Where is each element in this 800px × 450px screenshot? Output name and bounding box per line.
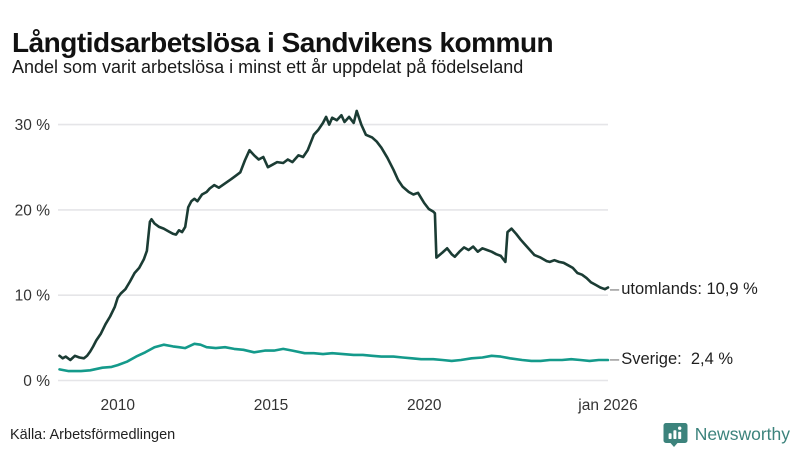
y-tick-label: 30 % xyxy=(15,117,51,134)
y-tick-label: 10 % xyxy=(15,288,51,305)
series-line-Sverige xyxy=(58,342,610,373)
series-line-utomlands xyxy=(58,109,610,362)
series-label-utomlands-text: utomlands: 10,9 % xyxy=(621,280,758,298)
chart-subtitle: Andel som varit arbetslösa i minst ett å… xyxy=(12,57,524,77)
series-label-dash: – xyxy=(610,280,620,298)
y-tick-label: 20 % xyxy=(15,202,51,219)
y-tick-label: 0 % xyxy=(23,373,50,390)
newsworthy-wordmark: Newsworthy xyxy=(694,424,790,444)
series-label-sverige-text: Sverige: 2,4 % xyxy=(621,350,734,368)
x-tick-label: 2015 xyxy=(254,397,288,414)
x-tick-label: 2020 xyxy=(407,397,442,414)
source-note: Källa: Arbetsförmedlingen xyxy=(10,427,176,443)
x-tick-label: jan 2026 xyxy=(577,397,637,414)
series-label-dash: – xyxy=(610,350,620,368)
page-title: Långtidsarbetslösa i Sandvikens kommun xyxy=(12,26,554,58)
series-label-sverige: – Sverige: 2,4 % xyxy=(610,350,733,369)
newsworthy-logo-link[interactable]: Newsworthy xyxy=(662,421,790,448)
x-tick-label: 2010 xyxy=(100,397,135,414)
newsworthy-icon xyxy=(663,423,688,447)
chart-svg: 0 % 10 % 20 % 30 % 2010 2015 2020 jan 2026 xyxy=(15,109,638,414)
series-label-utomlands: – utomlands: 10,9 % xyxy=(610,280,758,299)
